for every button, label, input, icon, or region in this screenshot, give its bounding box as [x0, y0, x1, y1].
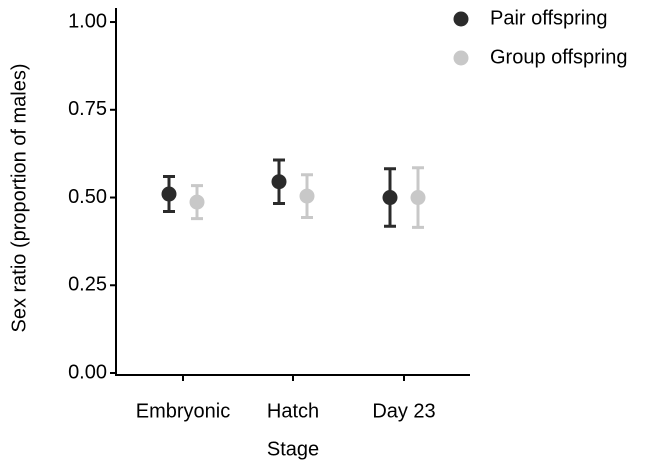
y-tick-label: 0.50 — [68, 186, 107, 208]
x-tick-label: Hatch — [267, 400, 319, 422]
dot — [382, 190, 398, 206]
x-axis-label: Stage — [267, 438, 319, 460]
dot — [271, 174, 287, 190]
y-tick-label: 1.00 — [68, 10, 107, 32]
y-tick-label: 0.25 — [68, 274, 107, 296]
y-tick-label: 0.75 — [68, 98, 107, 120]
dot — [299, 188, 315, 204]
legend-marker — [453, 50, 469, 66]
x-tick-label: Embryonic — [136, 400, 230, 422]
y-tick-label: 0.00 — [68, 361, 107, 383]
legend-label: Group offspring — [490, 46, 628, 68]
legend-marker — [453, 11, 469, 27]
dot — [161, 186, 177, 202]
dot — [189, 194, 205, 210]
dot — [410, 190, 426, 206]
legend-label: Pair offspring — [490, 7, 607, 29]
x-tick-label: Day 23 — [372, 400, 435, 422]
y-axis-label: Sex ratio (proportion of males) — [8, 63, 30, 332]
